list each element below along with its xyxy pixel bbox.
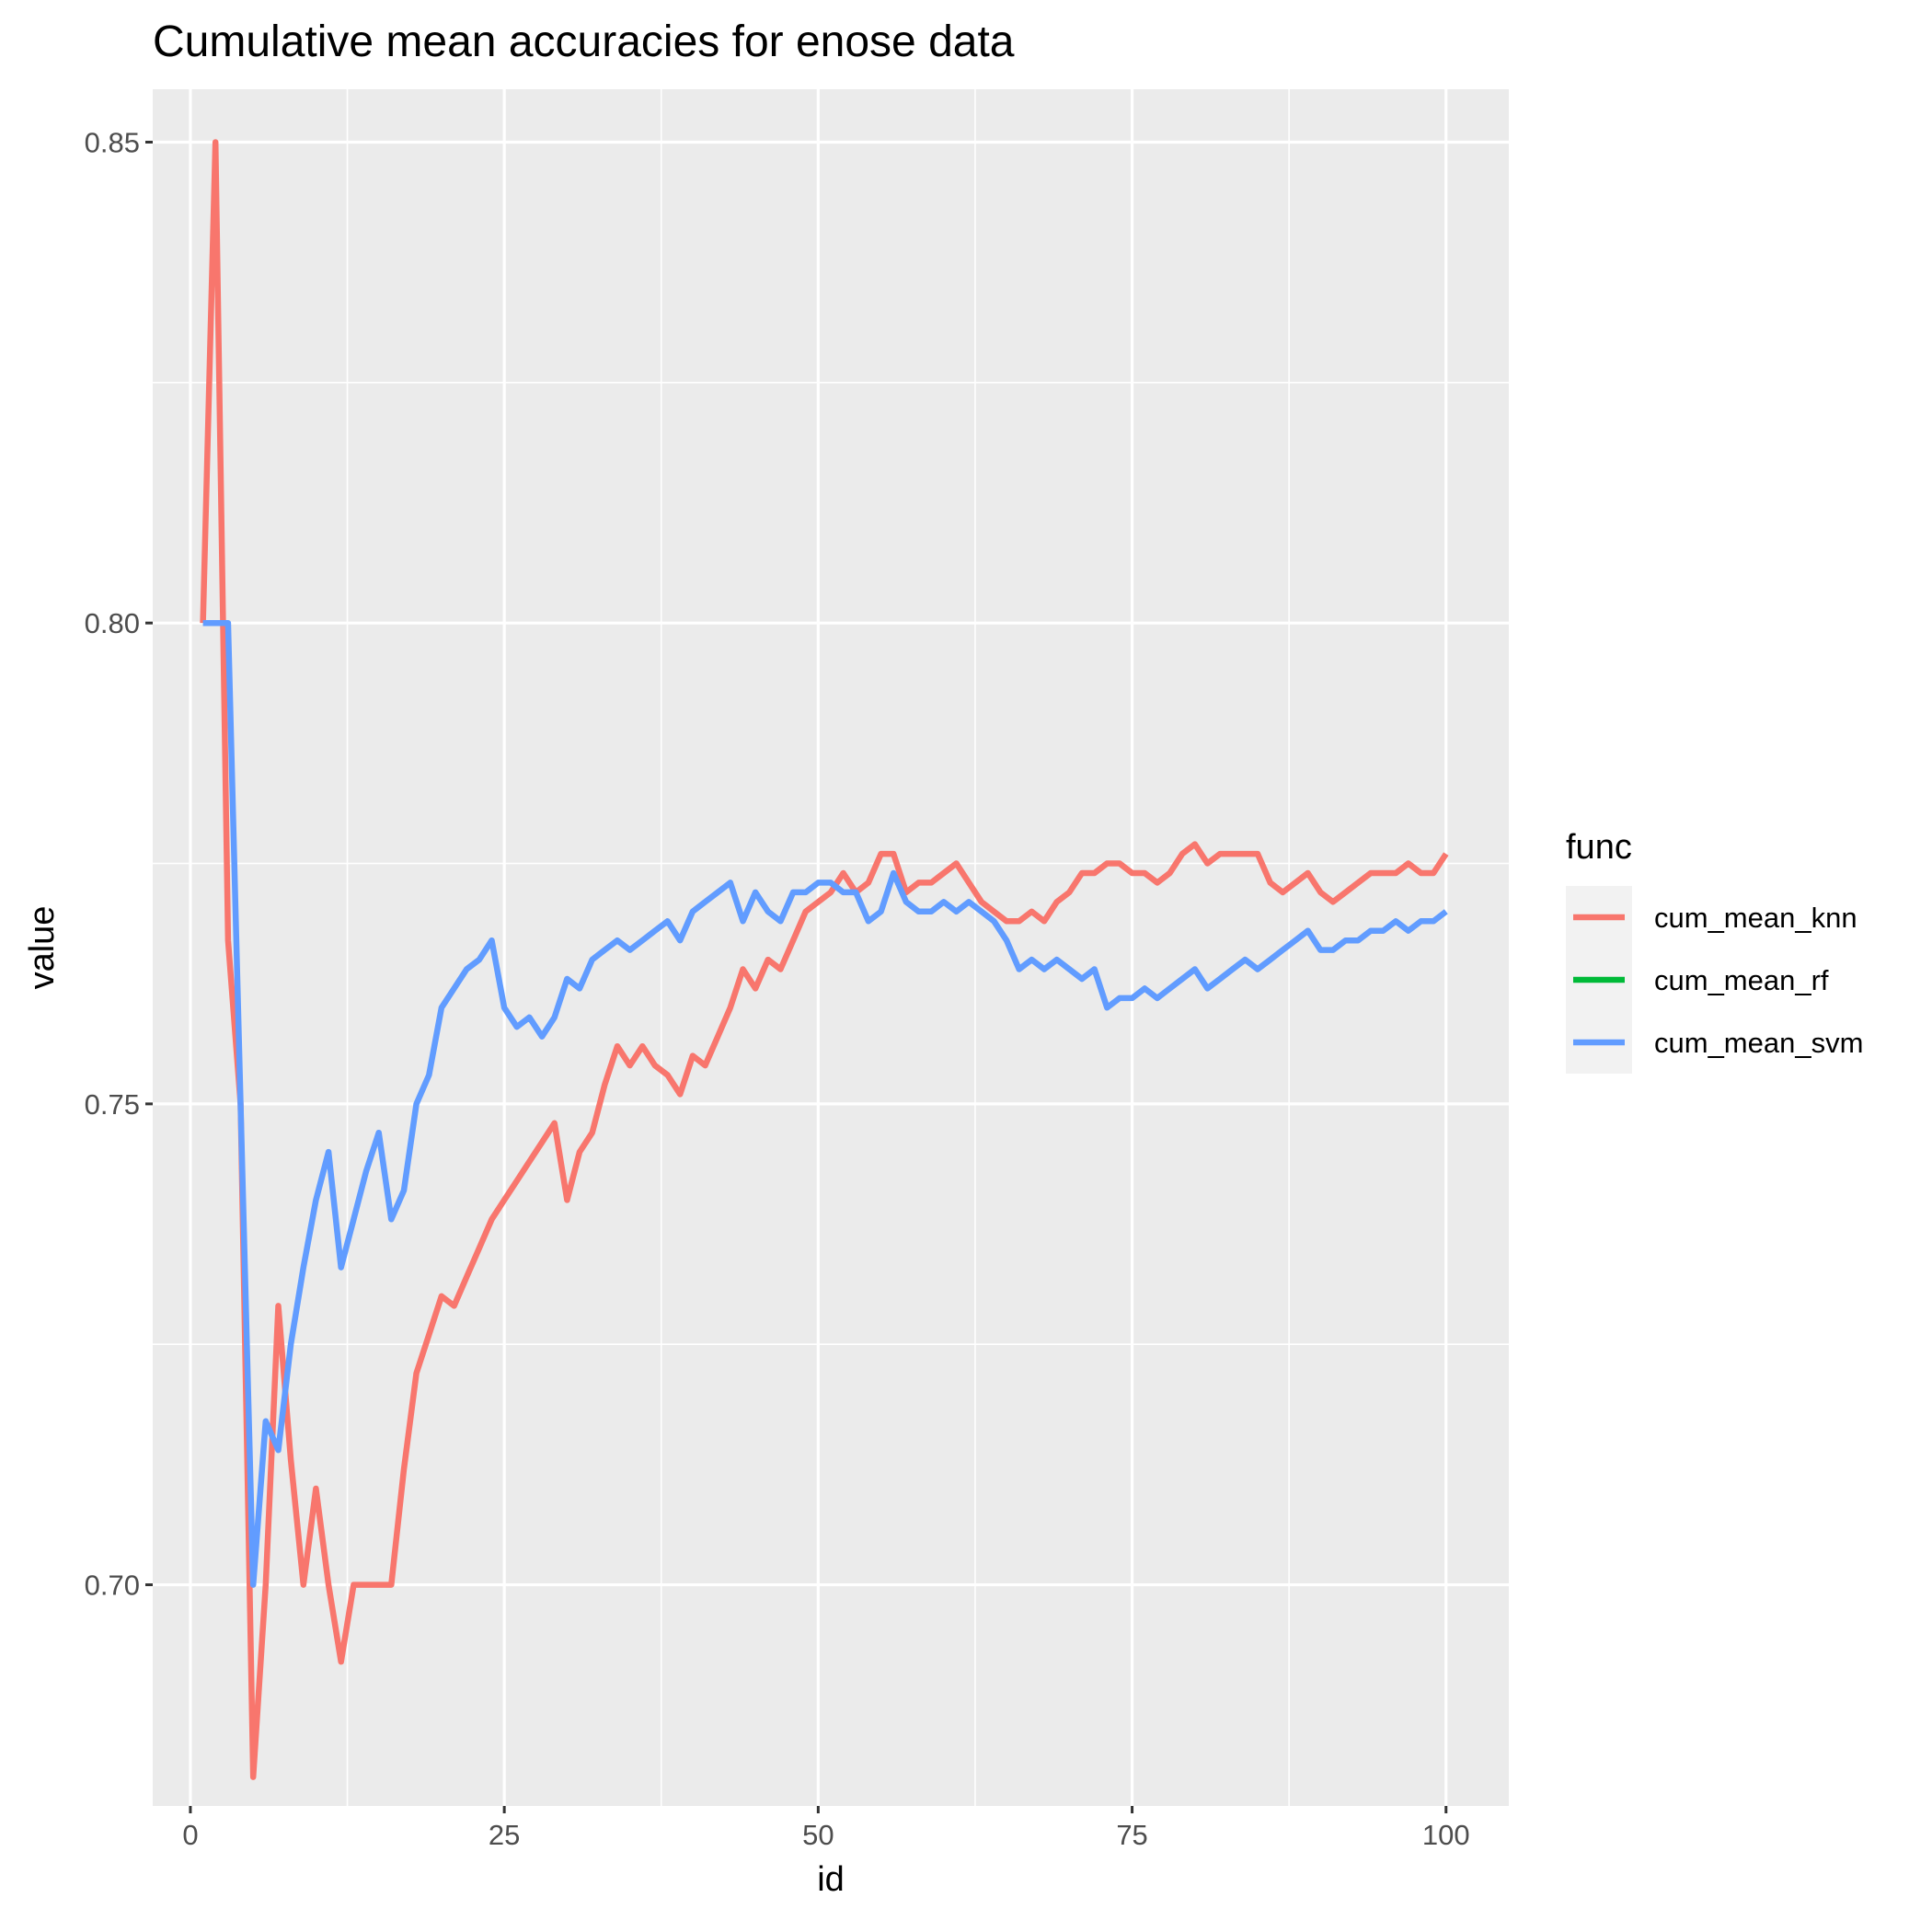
x-tick-label: 75 (1116, 1819, 1147, 1851)
y-tick-label: 0.75 (85, 1088, 140, 1121)
x-tick-label: 0 (182, 1819, 198, 1851)
chart-title: Cumulative mean accuracies for enose dat… (153, 17, 1015, 66)
x-tick-label: 100 (1422, 1819, 1470, 1851)
y-tick-label: 0.85 (85, 126, 140, 158)
plot-panel (153, 89, 1509, 1806)
series-lines (200, 139, 1449, 1780)
x-tick-label: 50 (802, 1819, 834, 1851)
major-gridlines (153, 89, 1509, 1806)
x-axis-title: id (817, 1860, 845, 1899)
y-axis: 0.70 0.75 0.80 0.85 (85, 126, 153, 1602)
legend-label: cum_mean_rf (1654, 964, 1829, 996)
legend-label: cum_mean_svm (1654, 1027, 1863, 1059)
x-tick-label: 25 (489, 1819, 520, 1851)
legend-label: cum_mean_knn (1654, 902, 1857, 934)
x-axis: 0 25 50 75 100 (182, 1806, 1470, 1851)
series-line-cum_mean_knn (200, 139, 1449, 1780)
legend: func cum_mean_knn cum_mean_rf cum_mean_svm (1566, 828, 1863, 1074)
legend-title: func (1566, 828, 1632, 867)
y-tick-label: 0.80 (85, 607, 140, 639)
y-tick-label: 0.70 (85, 1570, 140, 1602)
y-axis-title: value (23, 906, 62, 990)
series-line-cum_mean_svm (202, 619, 1448, 1588)
